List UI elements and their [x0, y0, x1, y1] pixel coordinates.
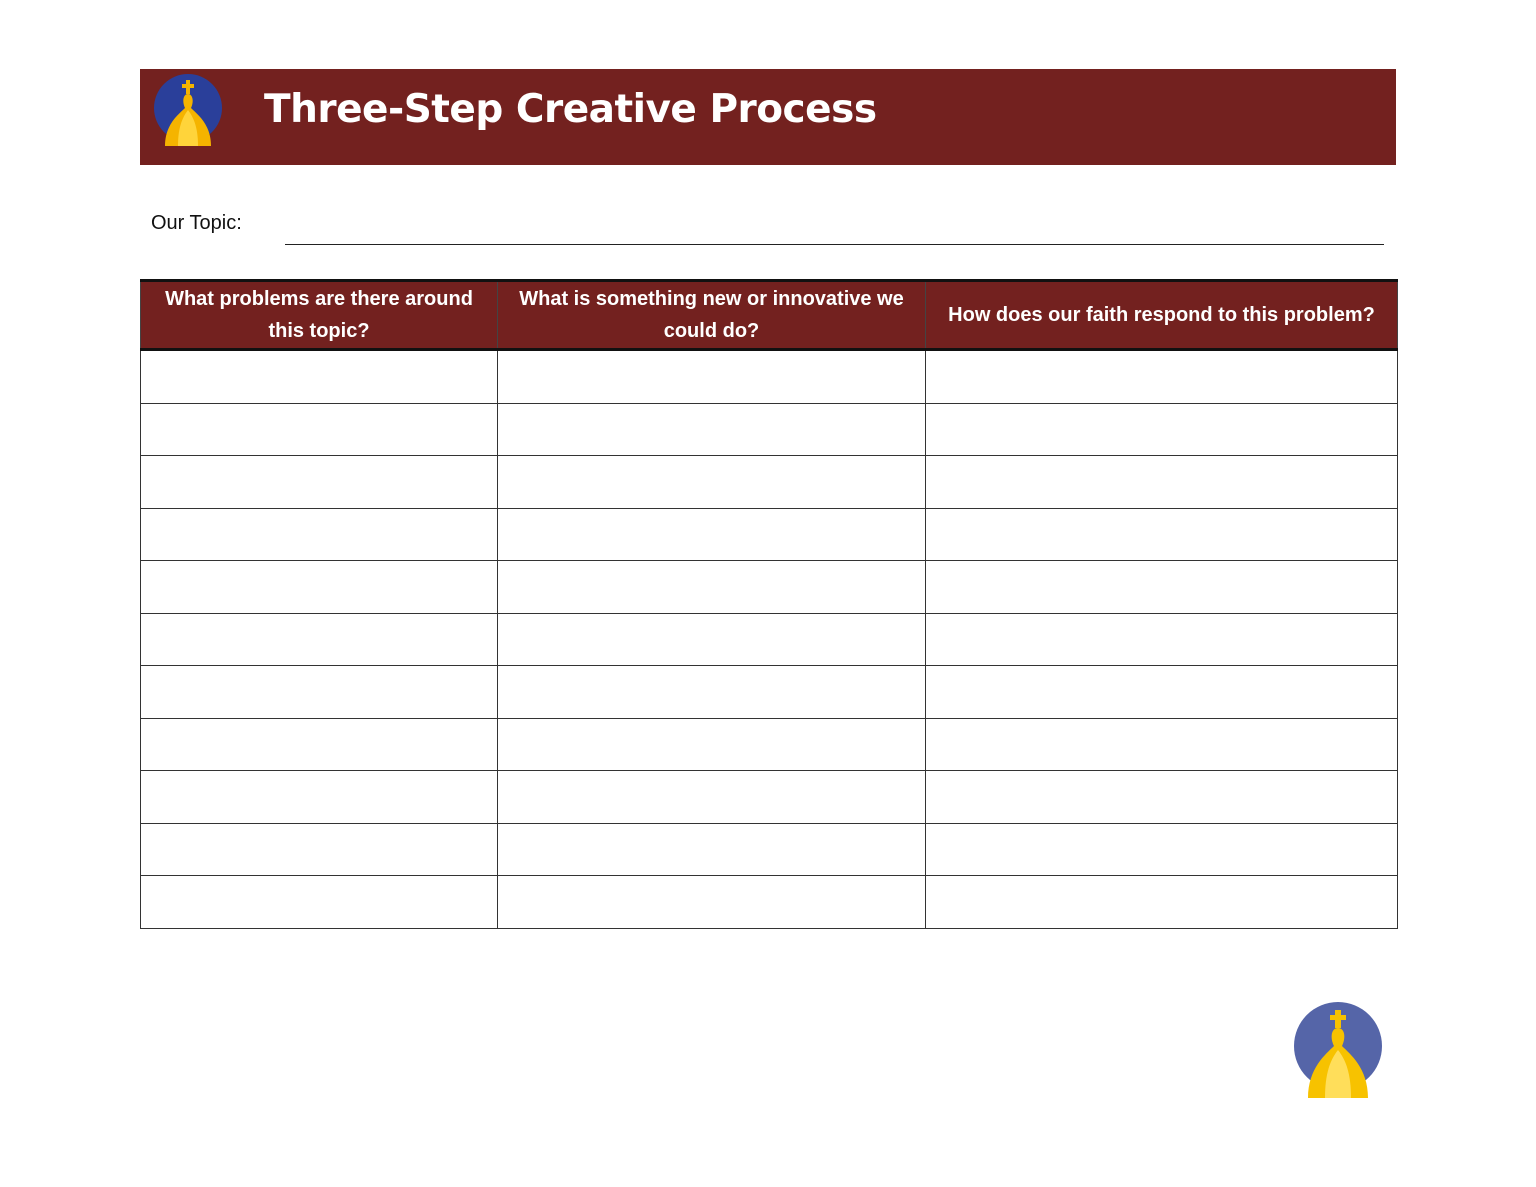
table-cell[interactable] [925, 717, 1398, 771]
page-title: Three-Step Creative Process [264, 87, 877, 132]
church-dome-logo-icon [154, 74, 222, 146]
table-cell[interactable] [925, 665, 1398, 719]
table-cell[interactable] [497, 507, 926, 561]
table-row [140, 349, 1398, 404]
table-row [140, 665, 1398, 719]
table-cell[interactable] [497, 665, 926, 719]
table-row [140, 612, 1398, 666]
table-cell[interactable] [140, 612, 498, 666]
table-header-row: What problems are there around this topi… [140, 279, 1398, 351]
table-cell[interactable] [925, 875, 1398, 929]
header-banner: Three-Step Creative Process [140, 69, 1396, 165]
table-row [140, 822, 1398, 876]
table-cell[interactable] [925, 507, 1398, 561]
table-cell[interactable] [925, 560, 1398, 614]
table-cell[interactable] [925, 612, 1398, 666]
table-cell[interactable] [140, 402, 498, 456]
table-cell[interactable] [140, 349, 498, 404]
table-cell[interactable] [140, 717, 498, 771]
table-cell[interactable] [497, 717, 926, 771]
topic-input-line[interactable] [285, 244, 1384, 245]
table-cell[interactable] [497, 822, 926, 876]
table-cell[interactable] [140, 822, 498, 876]
table-cell[interactable] [140, 560, 498, 614]
table-row [140, 455, 1398, 509]
table-row [140, 560, 1398, 614]
table-cell[interactable] [497, 455, 926, 509]
table-cell[interactable] [140, 875, 498, 929]
table-row [140, 717, 1398, 771]
table-row [140, 770, 1398, 824]
table-cell[interactable] [497, 349, 926, 404]
table-row [140, 507, 1398, 561]
table-cell[interactable] [497, 875, 926, 929]
table-row [140, 875, 1398, 929]
table-cell[interactable] [497, 770, 926, 824]
table-row [140, 402, 1398, 456]
table-cell[interactable] [140, 455, 498, 509]
table-cell[interactable] [140, 665, 498, 719]
table-cell[interactable] [925, 455, 1398, 509]
column-header-innovation: What is something new or innovative we c… [497, 279, 926, 351]
church-dome-logo-icon [1294, 1002, 1382, 1098]
table-cell[interactable] [497, 612, 926, 666]
table-cell[interactable] [925, 402, 1398, 456]
table-cell[interactable] [925, 770, 1398, 824]
table-cell[interactable] [497, 402, 926, 456]
table-cell[interactable] [140, 770, 498, 824]
creative-process-table: What problems are there around this topi… [140, 279, 1398, 929]
topic-label: Our Topic: [151, 212, 242, 234]
column-header-problems: What problems are there around this topi… [140, 279, 498, 351]
table-cell[interactable] [925, 822, 1398, 876]
table-cell[interactable] [140, 507, 498, 561]
table-cell[interactable] [925, 349, 1398, 404]
table-cell[interactable] [497, 560, 926, 614]
column-header-faith-response: How does our faith respond to this probl… [925, 279, 1398, 351]
